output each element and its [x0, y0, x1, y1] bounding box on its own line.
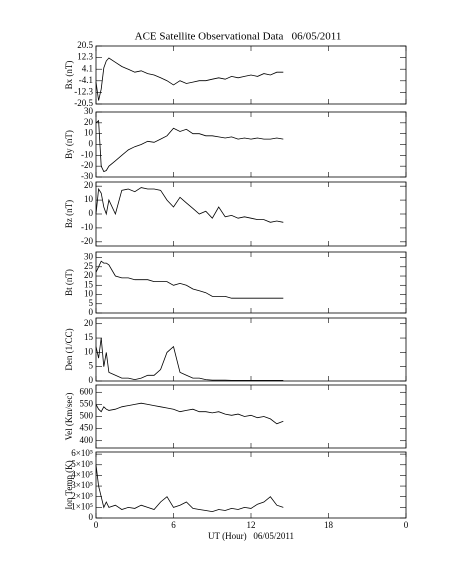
y-tick-label: 30 [84, 106, 94, 116]
y-tick-label: -12.3 [74, 86, 93, 96]
y-tick-label: 30 [84, 252, 94, 262]
y-axis-label: Den (1/CC) [64, 328, 74, 370]
y-tick-label: 5 [89, 361, 94, 371]
x-tick-label: 12 [247, 520, 256, 530]
panel-frame [95, 384, 407, 449]
y-tick-label: 20 [84, 117, 94, 127]
y-axis-label: Bt (nT) [64, 269, 74, 296]
y-tick-label: 4×10⁵ [71, 469, 93, 479]
y-tick-label: 15 [84, 332, 94, 342]
y-tick-label: -10 [81, 222, 93, 232]
data-line [95, 119, 284, 173]
panel-frame [95, 317, 407, 382]
y-axis-label: Ion Temp (K) [64, 460, 74, 509]
y-tick-label: -10 [81, 149, 93, 159]
y-tick-label: 6×10⁵ [71, 448, 93, 458]
y-tick-label: 10 [84, 128, 94, 138]
y-tick-label: 2×10⁵ [71, 491, 93, 501]
data-line [95, 57, 284, 101]
panel-frame [95, 111, 407, 178]
y-tick-label: 10 [84, 194, 94, 204]
y-tick-label: 25 [84, 261, 94, 271]
x-tick-label: 0 [94, 520, 99, 530]
y-tick-label: -20 [81, 236, 93, 246]
y-tick-label: 20 [84, 318, 94, 328]
y-tick-label: -30 [81, 171, 93, 181]
y-axis-label: By (nT) [64, 130, 74, 159]
y-axis-label: Bx (nT) [64, 61, 74, 90]
panel-frame [95, 181, 407, 247]
y-tick-label: 15 [84, 279, 94, 289]
y-tick-label: 0 [89, 512, 94, 522]
y-tick-label: 0 [89, 208, 94, 218]
y-tick-label: 1×10⁵ [71, 501, 93, 511]
y-tick-label: 550 [80, 398, 94, 408]
y-tick-label: 5 [89, 298, 94, 308]
y-tick-label: 500 [80, 411, 94, 421]
y-tick-label: 450 [80, 423, 94, 433]
y-tick-label: 20 [84, 180, 94, 190]
chart-title: ACE Satellite Observational Data 06/05/2… [135, 31, 342, 43]
y-tick-label: 3×10⁵ [71, 480, 93, 490]
y-tick-label: 4.1 [82, 63, 93, 73]
y-axis-label: Bz (nT) [64, 200, 74, 228]
y-tick-label: -20 [81, 160, 93, 170]
y-tick-label: 0 [89, 139, 94, 149]
y-tick-label: 20 [84, 270, 94, 280]
data-line [95, 402, 284, 425]
x-axis-label: UT (Hour) 06/05/2011 [208, 531, 294, 541]
y-tick-label: 0 [89, 375, 94, 385]
data-line [95, 187, 284, 223]
panel-frame [95, 251, 407, 314]
x-tick-label: 6 [171, 520, 176, 530]
y-tick-label: -20.5 [74, 98, 93, 108]
data-line [95, 337, 284, 381]
data-line [95, 260, 284, 299]
y-tick-label: 400 [80, 435, 94, 445]
y-tick-label: 10 [84, 346, 94, 356]
x-tick-label: 0 [404, 520, 409, 530]
y-tick-label: 12.3 [77, 52, 93, 62]
y-tick-label: 10 [84, 289, 94, 299]
y-tick-label: 600 [80, 386, 94, 396]
y-axis-label: Vel (Km/sec) [64, 393, 74, 441]
y-tick-label: 5×10⁵ [71, 459, 93, 469]
y-tick-label: 0 [89, 307, 94, 317]
y-tick-label: 20.5 [77, 40, 93, 50]
y-tick-label: -4.1 [79, 75, 93, 85]
data-line [95, 464, 284, 513]
x-tick-label: 18 [324, 520, 334, 530]
